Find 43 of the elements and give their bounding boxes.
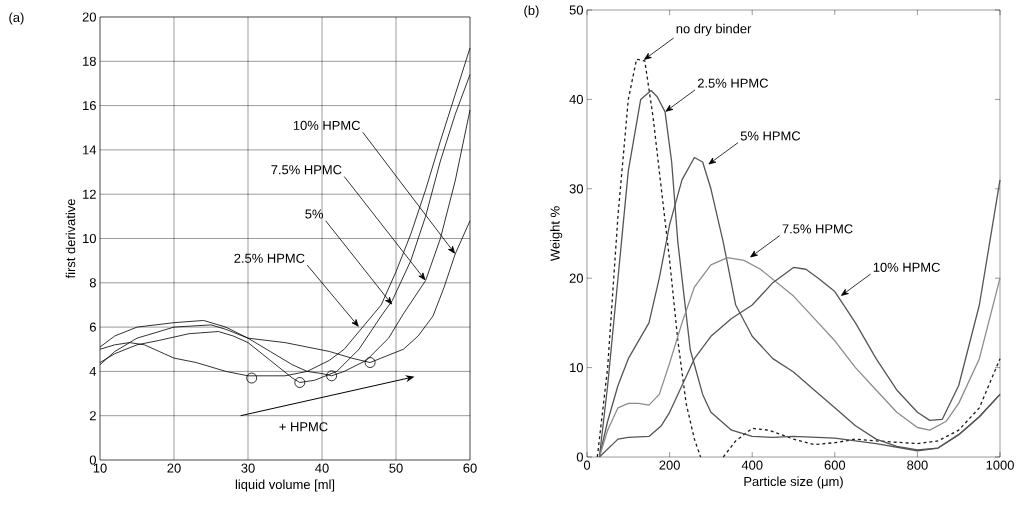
x-axis-title: liquid volume [ml]	[235, 479, 335, 492]
y-tick-label: 0	[576, 452, 583, 462]
annotation: 5% HPMC	[740, 131, 801, 141]
y-tick-label: 10	[570, 363, 583, 373]
annotation: 5%	[305, 209, 324, 219]
y-tick-label: 8	[89, 278, 96, 288]
annotation: 7.5% HPMC	[271, 165, 342, 175]
y-tick-label: 20	[569, 273, 583, 283]
annotation: + HPMC	[279, 422, 328, 432]
x-tick-label: 20	[167, 463, 181, 473]
y-tick-label: 40	[569, 94, 583, 104]
y-axis-title: first derivative	[65, 199, 76, 279]
x-tick-label: 30	[241, 463, 255, 473]
annotation: 7.5% HPMC	[782, 224, 853, 234]
x-tick-label: 50	[389, 463, 403, 473]
chart-title: (b)	[524, 5, 539, 18]
x-tick-label: 200	[659, 460, 680, 470]
x-tick-label: 40	[315, 463, 329, 473]
x-tick-label: 800	[907, 460, 928, 470]
x-tick-label: 600	[824, 460, 846, 470]
y-axis-title: Weight %	[550, 206, 563, 262]
y-tick-label: 12	[83, 189, 96, 199]
y-tick-label: 6	[89, 322, 96, 332]
annotation: 2.5% HPMC	[697, 78, 769, 88]
y-tick-label: 16	[83, 101, 96, 111]
y-tick-label: 30	[569, 184, 583, 194]
x-tick-label: 400	[741, 460, 763, 470]
y-tick-label: 50	[569, 5, 583, 15]
y-tick-label: 10	[83, 233, 96, 244]
annotation: no dry binder	[676, 23, 752, 36]
x-axis-title: Particle size (μm)	[744, 476, 843, 489]
y-tick-label: 2	[89, 411, 96, 421]
annotation: 10% HPMC	[873, 262, 940, 272]
x-tick-label: 60	[463, 463, 477, 473]
chart-title: (a)	[9, 12, 24, 25]
annotation: 2.5% HPMC	[234, 253, 305, 263]
y-tick-label: 14	[83, 145, 97, 155]
y-tick-label: 20	[82, 12, 96, 22]
annotation: 10% HPMC	[293, 120, 360, 130]
y-tick-label: 18	[83, 56, 96, 66]
y-tick-label: 4	[89, 366, 97, 376]
x-tick-label: 0	[583, 460, 591, 470]
x-tick-label: 1000	[986, 460, 1014, 470]
